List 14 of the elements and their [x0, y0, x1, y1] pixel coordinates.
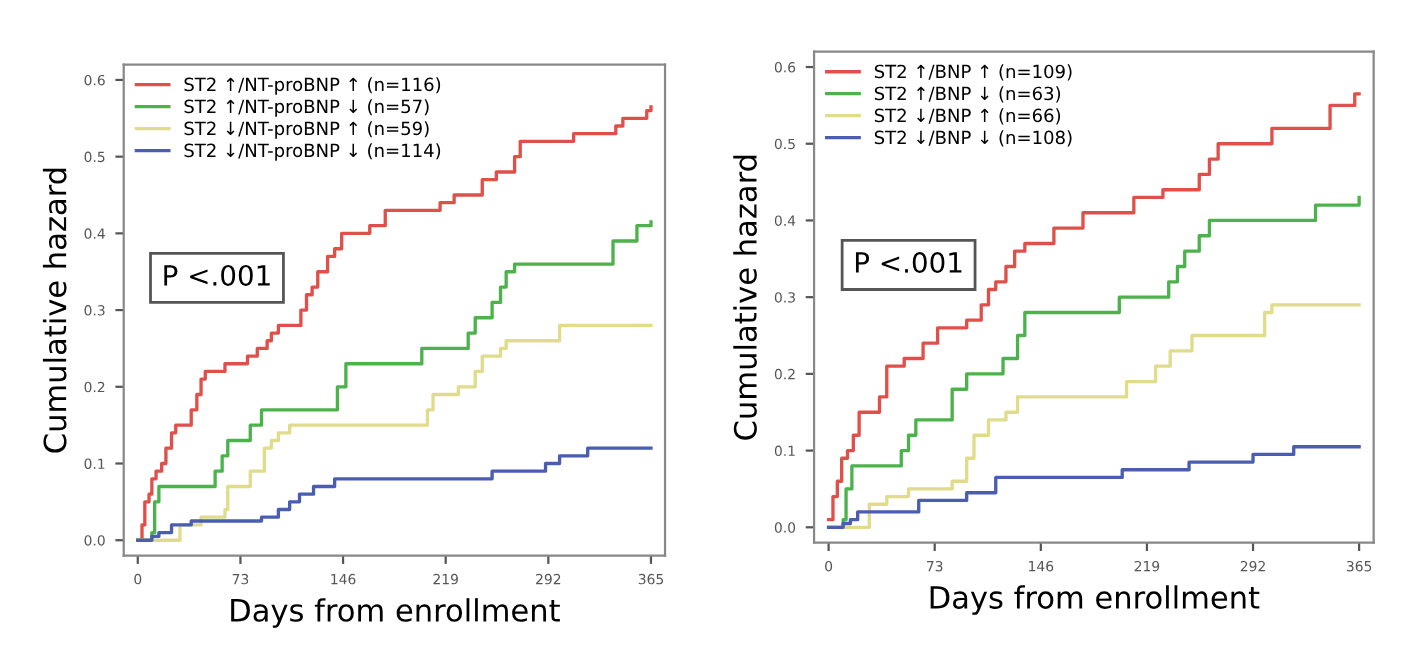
legend-label: ST2 ↓/BNP ↓ (n=108) [874, 130, 1072, 147]
annotation: P <.001 [855, 252, 962, 274]
legend-label: ST2 ↑/NT-proBNP ↑ (n=116) [184, 77, 441, 95]
y-axis-title: Cumulative hazard [733, 155, 757, 440]
legend-label: ST2 ↑/BNP ↓ (n=63) [874, 86, 1061, 103]
x-axis-title: Days from enrollment [930, 585, 1260, 615]
legend-label: ST2 ↑/BNP ↑ (n=109) [874, 64, 1072, 81]
legend-label: ST2 ↓/BNP ↑ (n=66) [874, 108, 1061, 125]
legend-label: ST2 ↓/NT-proBNP ↑ (n=59) [184, 121, 429, 139]
legend-label: ST2 ↓/NT-proBNP ↓ (n=114) [184, 143, 441, 161]
legend-label: ST2 ↑/NT-proBNP ↓ (n=57) [184, 99, 429, 117]
x-axis-title: Days from enrollment [231, 598, 560, 628]
annotation: P <.001 [164, 264, 270, 286]
y-axis-title: Cumulative hazard [42, 168, 67, 453]
